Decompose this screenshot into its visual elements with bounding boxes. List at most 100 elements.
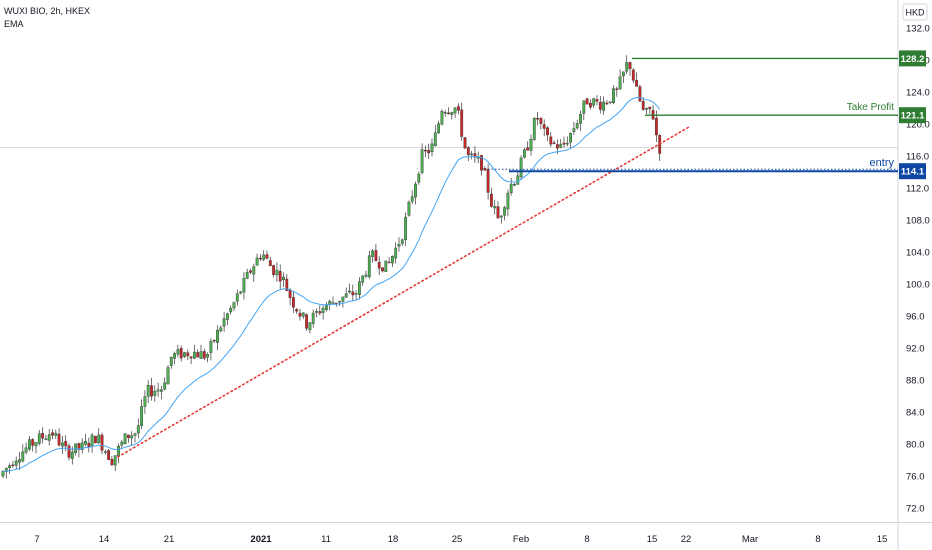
candle-up (61, 435, 64, 454)
candle-body (51, 432, 54, 436)
candle-up (331, 296, 335, 304)
candle-down (457, 103, 460, 115)
candle-up (255, 253, 259, 266)
candle-body (536, 118, 540, 120)
candle-body (18, 459, 21, 463)
candle-body (565, 142, 569, 145)
candle-body (87, 442, 91, 447)
candle-body (301, 312, 305, 317)
candle-body (189, 356, 193, 359)
candle-body (28, 439, 31, 450)
candle-body (546, 127, 549, 136)
candle-down (546, 126, 549, 141)
candle-body (457, 106, 460, 111)
candle-body (31, 439, 35, 446)
x-tick-label: 22 (681, 534, 692, 545)
y-tick-label: 92.0 (906, 344, 925, 355)
candle-body (575, 123, 579, 129)
candle-body (110, 458, 114, 466)
candle-down (605, 100, 609, 106)
x-tick-label: 14 (99, 534, 110, 545)
support-trendline[interactable] (117, 125, 691, 458)
currency-text: HKD (905, 8, 925, 18)
candle-body (153, 391, 157, 396)
candle-body (37, 433, 41, 444)
candle-body (80, 442, 84, 450)
candle-body (361, 275, 365, 283)
candle-body (90, 434, 94, 447)
candle-up (367, 250, 371, 279)
candle-down (249, 268, 252, 275)
candle-body (523, 149, 526, 158)
candle-down (490, 187, 493, 208)
candle-body (156, 389, 160, 392)
candle-body (387, 261, 391, 264)
candle-down (552, 140, 556, 145)
candle-up (450, 111, 454, 120)
candle-up (163, 377, 167, 391)
candle-up (229, 305, 233, 315)
candle-down (93, 435, 97, 444)
candle-up (503, 205, 506, 221)
candle-up (183, 351, 186, 358)
y-tick-label: 76.0 (906, 472, 925, 483)
candle-body (641, 100, 645, 110)
candle-down (641, 97, 645, 111)
candle-body (285, 278, 289, 291)
candle-up (470, 151, 473, 160)
ema-indicator-label: EMA (4, 19, 24, 29)
candle-body (453, 107, 457, 114)
candle-up (222, 312, 226, 332)
candle-up (103, 449, 107, 455)
candle-down (292, 291, 295, 313)
candle-body (519, 157, 523, 178)
candle-down (651, 104, 655, 121)
candle-down (598, 95, 602, 114)
candle-body (377, 261, 381, 269)
candle-down (496, 201, 500, 219)
y-tick-label: 104.0 (906, 248, 930, 259)
candle-body (47, 434, 51, 441)
candle-up (608, 101, 612, 105)
candle-up (394, 242, 398, 264)
candle-up (476, 151, 480, 164)
candle-body (103, 451, 107, 453)
candle-down (638, 84, 642, 103)
y-tick-label: 120.0 (906, 120, 930, 131)
y-tick-label: 112.0 (906, 184, 929, 195)
candle-down (285, 274, 289, 292)
candle-down (631, 68, 635, 83)
x-tick-label: 25 (452, 534, 463, 545)
x-tick-label: Mar (742, 534, 758, 545)
candle-body (348, 290, 351, 293)
candle-up (529, 134, 533, 156)
candle-body (503, 207, 506, 216)
candle-down (635, 72, 639, 87)
candle-up (245, 268, 249, 280)
candle-up (156, 382, 160, 397)
candle-body (24, 447, 28, 453)
candle-up (592, 97, 596, 108)
candle-body (635, 80, 639, 87)
candle-down (427, 143, 431, 160)
candle-up (225, 312, 229, 326)
candle-down (126, 434, 130, 443)
candle-body (486, 168, 490, 193)
candle-body (364, 274, 368, 277)
candle-body (126, 434, 130, 439)
candle-body (397, 244, 401, 247)
candle-body (476, 157, 480, 159)
candle-down (447, 107, 450, 115)
candle-down (585, 97, 589, 105)
candle-body (1, 471, 5, 477)
candle-down (334, 302, 338, 307)
candle-up (622, 71, 625, 84)
candle-body (645, 108, 648, 110)
candle-body (328, 301, 332, 305)
price-tag-high (899, 50, 926, 67)
candle-down (196, 349, 200, 358)
candle-body (268, 260, 272, 267)
candle-body (70, 451, 74, 459)
